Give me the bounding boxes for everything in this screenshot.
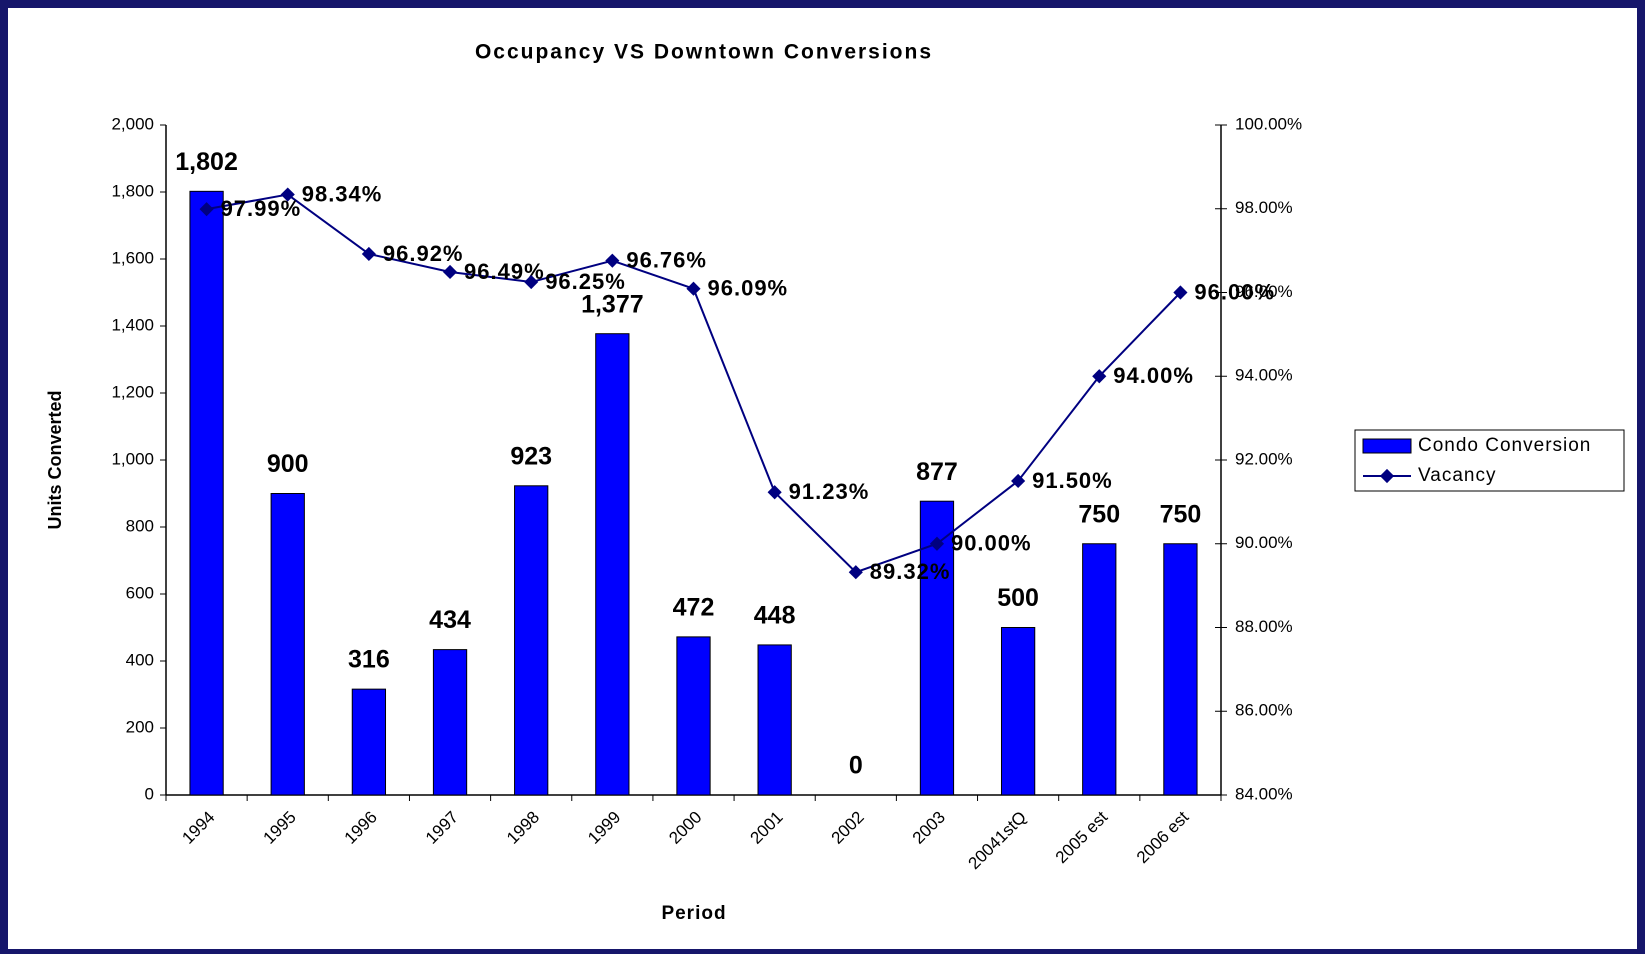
bar bbox=[351, 688, 387, 796]
y-tick-label: 1,000 bbox=[111, 449, 154, 468]
bar-value-label: 0 bbox=[849, 752, 863, 780]
y2-tick-label: 88.00% bbox=[1235, 617, 1293, 636]
line-marker bbox=[1011, 473, 1026, 489]
bar bbox=[676, 636, 711, 796]
line-marker bbox=[524, 274, 539, 290]
line-value-label: 96.76% bbox=[626, 247, 707, 272]
bar-value-label: 750 bbox=[1160, 500, 1202, 528]
bar-value-label: 500 bbox=[997, 584, 1039, 612]
line-value-label: 91.23% bbox=[789, 479, 870, 504]
y-tick-label: 600 bbox=[126, 583, 154, 602]
y2-tick-label: 96.00% bbox=[1235, 282, 1293, 301]
y-tick-label: 1,800 bbox=[111, 181, 154, 200]
y2-tick-label: 98.00% bbox=[1235, 198, 1293, 217]
bar bbox=[757, 644, 792, 796]
bar bbox=[1082, 543, 1117, 796]
bar-value-label: 877 bbox=[916, 458, 958, 486]
legend-label: Condo Conversion bbox=[1418, 435, 1591, 456]
line-marker bbox=[1092, 369, 1107, 384]
y-tick-label: 800 bbox=[126, 516, 154, 535]
line-marker bbox=[1173, 285, 1188, 300]
bar-value-label: 923 bbox=[510, 442, 552, 470]
bar-value-label: 434 bbox=[429, 606, 471, 634]
line-marker bbox=[199, 202, 214, 217]
line-value-label: 89.32% bbox=[870, 559, 951, 584]
line-value-label: 98.34% bbox=[302, 181, 383, 206]
legend-marker bbox=[1379, 468, 1395, 484]
y2-tick-label: 84.00% bbox=[1235, 784, 1293, 803]
y2-tick-label: 86.00% bbox=[1235, 701, 1293, 720]
bar bbox=[1163, 543, 1198, 796]
bar bbox=[514, 485, 549, 796]
line-value-label: 96.25% bbox=[545, 269, 626, 294]
y-tick-label: 1,600 bbox=[111, 248, 154, 267]
line-marker bbox=[929, 536, 945, 551]
bar-value-label: 448 bbox=[754, 602, 796, 630]
bar bbox=[595, 333, 630, 796]
line-value-label: 91.50% bbox=[1032, 468, 1113, 493]
y-tick-label: 1,200 bbox=[111, 382, 154, 401]
line-marker bbox=[280, 187, 295, 202]
y-tick-label: 200 bbox=[126, 717, 154, 736]
y2-tick-label: 90.00% bbox=[1235, 533, 1293, 552]
line-value-label: 94.00% bbox=[1113, 363, 1194, 388]
line-value-label: 90.00% bbox=[951, 531, 1032, 556]
bar bbox=[189, 190, 224, 796]
line-marker bbox=[848, 565, 863, 580]
line-value-label: 96.09% bbox=[708, 276, 789, 301]
legend-swatch bbox=[1362, 438, 1412, 454]
y2-tick-label: 92.00% bbox=[1235, 449, 1293, 468]
line-value-label: 96.00% bbox=[1194, 279, 1275, 304]
x-axis-title: Period bbox=[661, 903, 726, 924]
y-tick-label: 1,400 bbox=[111, 315, 154, 334]
line-marker bbox=[361, 246, 376, 262]
bar-value-label: 1,802 bbox=[175, 148, 238, 176]
bar-value-label: 472 bbox=[673, 593, 715, 621]
y-tick-label: 0 bbox=[145, 784, 154, 803]
bar-value-label: 750 bbox=[1078, 500, 1120, 528]
y-axis-title: Units Converted bbox=[45, 390, 65, 529]
line-marker bbox=[442, 264, 458, 280]
bar bbox=[432, 649, 468, 796]
y-tick-label: 400 bbox=[126, 650, 154, 669]
line-value-label: 96.92% bbox=[383, 241, 464, 266]
bar-value-label: 1,377 bbox=[581, 290, 644, 318]
line-marker bbox=[686, 281, 701, 296]
y2-tick-label: 94.00% bbox=[1235, 366, 1293, 385]
bar-value-label: 316 bbox=[348, 646, 390, 674]
legend-label: Vacancy bbox=[1418, 465, 1496, 486]
bar bbox=[270, 493, 305, 796]
bar bbox=[1000, 627, 1036, 796]
chart-title: Occupancy VS Downtown Conversions bbox=[475, 41, 933, 64]
y-tick-label: 2,000 bbox=[111, 114, 154, 133]
bar-value-label: 900 bbox=[267, 450, 309, 478]
line-marker bbox=[767, 485, 782, 500]
line-marker bbox=[605, 253, 620, 268]
y2-tick-label: 100.00% bbox=[1235, 114, 1302, 133]
